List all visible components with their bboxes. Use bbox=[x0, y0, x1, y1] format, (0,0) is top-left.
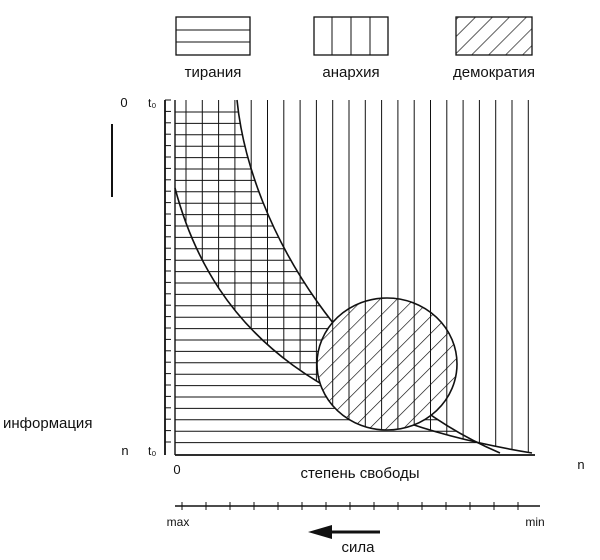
t0-bottom-label: t₀ bbox=[148, 444, 156, 458]
legend-tyranny-label: тирания bbox=[185, 64, 242, 81]
force-scale-title: сила bbox=[342, 539, 376, 556]
legend: тирания анархия демократия bbox=[175, 16, 535, 81]
vertical-axis-ticks bbox=[165, 99, 171, 443]
legend-democracy-label: демократия bbox=[453, 64, 535, 81]
x-axis-end-label: n bbox=[577, 457, 584, 472]
legend-tyranny-swatch bbox=[175, 16, 251, 56]
y-axis-title: информация bbox=[3, 415, 92, 432]
y-axis-top-label: 0 bbox=[120, 95, 127, 110]
tyranny-boundary-curve bbox=[236, 99, 501, 454]
x-axis-origin-label: 0 bbox=[173, 462, 180, 477]
legend-tyranny-pattern bbox=[176, 29, 250, 43]
y-axis-bottom-label: n bbox=[121, 443, 128, 458]
vertical-axis bbox=[111, 99, 176, 455]
force-scale-max-label: max bbox=[167, 515, 190, 529]
legend-anarchy: анархия bbox=[313, 16, 389, 81]
democracy-region bbox=[316, 297, 458, 431]
anarchy-boundary-curve bbox=[174, 187, 533, 454]
legend-democracy-swatch bbox=[455, 16, 533, 56]
force-scale-min-label: min bbox=[525, 515, 544, 529]
democracy-ellipse-outline bbox=[316, 297, 458, 431]
legend-anarchy-label: анархия bbox=[322, 64, 379, 81]
force-scale-ticks bbox=[181, 502, 519, 510]
legend-democracy: демократия bbox=[453, 16, 535, 81]
legend-anarchy-pattern bbox=[331, 17, 371, 55]
x-axis-title: степень свободы bbox=[300, 465, 419, 482]
force-arrow bbox=[308, 525, 380, 539]
force-scale: max min сила bbox=[167, 502, 545, 556]
legend-tyranny: тирания bbox=[175, 16, 251, 81]
t0-top-label: t₀ bbox=[148, 96, 156, 110]
